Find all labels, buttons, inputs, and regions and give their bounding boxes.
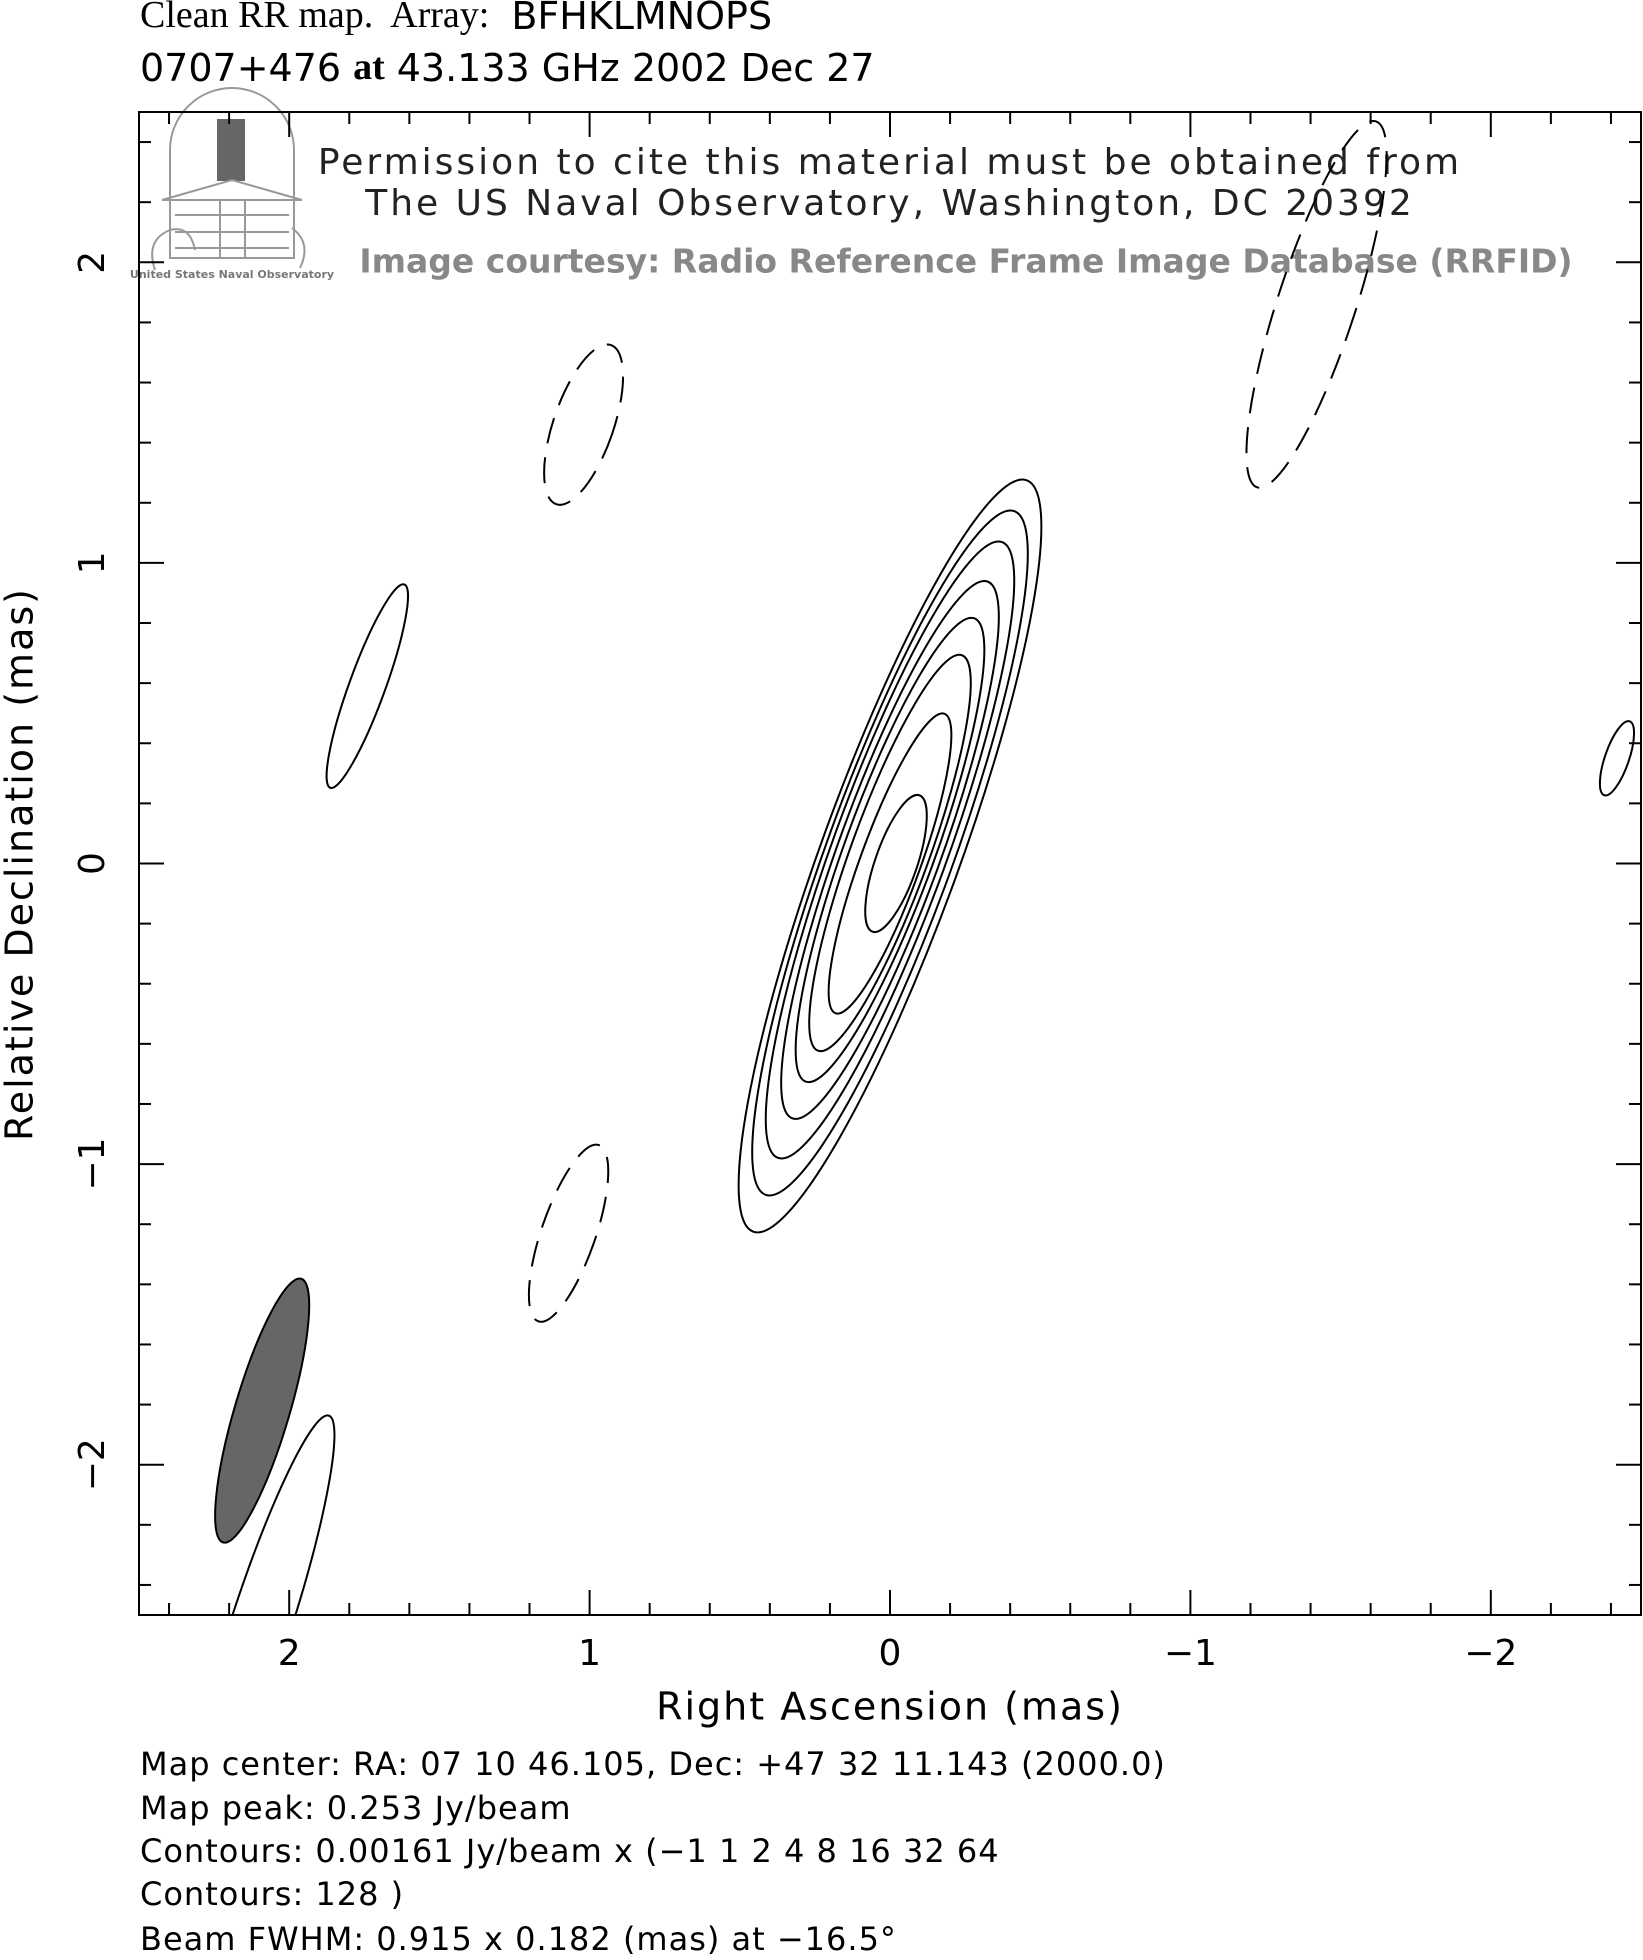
logo-roof [161,178,303,201]
contour [182,1414,336,1615]
contour [780,580,1000,1120]
footer-line: Map center: RA: 07 10 46.105, Dec: +47 3… [140,1745,1166,1783]
footer-line: Contours: 0.00161 Jy/beam x (−1 1 2 4 8 … [140,1832,1000,1870]
subtitle-part: at [353,46,385,88]
subtitle-part: 43.133 GHz 2002 Dec 27 [397,46,875,90]
contour [827,712,953,1015]
x-tick-label: 0 [879,1633,902,1674]
contour [808,653,972,1053]
y-tick-label: −2 [72,1438,113,1491]
x-tick-label: 2 [278,1633,301,1674]
watermark-line: The US Naval Observatory, Washington, DC… [364,183,1415,224]
logo-detail [175,200,289,258]
negative-contour [543,343,625,506]
contour [751,509,1029,1197]
watermark-line: Permission to cite this material must be… [318,142,1462,183]
logo-caption: United States Naval Observatory [130,268,334,281]
chart-title: Clean RR map. Array: BFHKLMNOPS [140,0,772,38]
y-tick-label: 1 [72,551,113,574]
y-axis-title: Relative Declination (mas) [0,587,42,1141]
footer-line: Beam FWHM: 0.915 x 0.182 (mas) at −16.5° [140,1920,897,1958]
title-part: Clean RR map. Array: [140,0,489,36]
chart-subtitle: 0707+476 at 43.133 GHz 2002 Dec 27 [140,46,875,90]
x-tick-label: 1 [578,1633,601,1674]
contour [794,616,986,1084]
logo-trees [151,227,306,271]
subtitle-part: 0707+476 [140,46,341,90]
watermark-courtesy: Image courtesy: Radio Reference Frame Im… [359,242,1572,281]
contour [1598,720,1636,797]
negative-contour [527,1143,610,1323]
plot-frame [138,111,1642,1616]
y-tick-label: 2 [72,251,113,274]
logo-slit [217,119,245,181]
negative-contour [1245,120,1388,489]
y-tick-label: 0 [72,852,113,875]
contour [864,793,928,934]
footer-line: Map peak: 0.253 Jy/beam [140,1789,572,1827]
contour [737,478,1043,1234]
plot-area [182,120,1636,1615]
x-axis-title: Right Ascension (mas) [656,1685,1124,1729]
y-tick-label: −1 [72,1138,113,1191]
contour [325,583,410,790]
logo-building [169,199,295,259]
title-part: BFHKLMNOPS [511,0,772,38]
logo [151,87,306,271]
x-tick-label: −2 [1464,1633,1517,1674]
beam [214,1277,311,1544]
contour [764,540,1016,1160]
footer-line: Contours: 128 ) [140,1875,404,1913]
x-tick-label: −1 [1164,1633,1217,1674]
